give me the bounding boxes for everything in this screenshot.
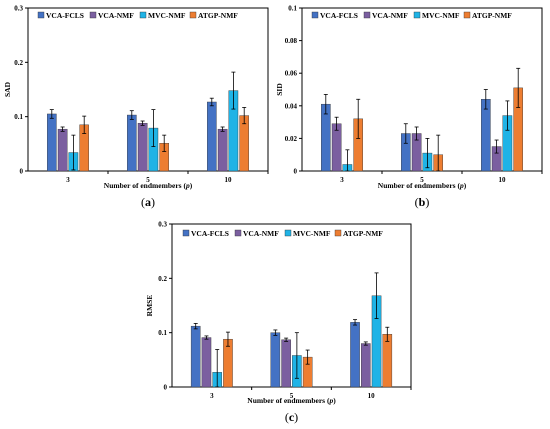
x-axis-label: Number of endmembers (p) — [104, 181, 193, 190]
y-axis-label: SAD — [3, 81, 12, 97]
y-tick-label: 0.2 — [158, 275, 167, 283]
legend-swatch — [37, 11, 45, 19]
x-tick-label: 3 — [210, 392, 214, 400]
y-tick-label: 0.3 — [158, 221, 167, 229]
y-tick-label: 0 — [20, 168, 24, 176]
legend-swatch — [284, 229, 292, 237]
legend-label: ATGP-NMF — [343, 229, 383, 238]
panel-label: (b) — [415, 195, 430, 209]
bar-vca-nmf — [201, 337, 212, 388]
legend-label: MVC-NMF — [293, 229, 331, 238]
y-tick-label: 0.06 — [285, 70, 298, 78]
legend-swatch — [413, 11, 421, 19]
legend-swatch — [182, 229, 190, 237]
y-tick-label: 0.02 — [285, 135, 298, 143]
bar-vca-fcls — [126, 114, 137, 172]
legend-label: VCA-NMF — [243, 229, 279, 238]
y-tick-label: 0.08 — [285, 37, 298, 45]
legend-label: VCA-FCLS — [320, 11, 358, 20]
plot-frame — [301, 7, 543, 172]
y-tick-label: 0.1 — [288, 5, 297, 13]
panel-label: (a) — [141, 195, 155, 209]
bar-vca-nmf — [361, 343, 371, 388]
bar-vca-fcls — [190, 325, 201, 388]
y-tick-label: 0.1 — [158, 329, 167, 337]
y-axis-label: RMSE — [145, 295, 154, 317]
y-tick-label: 0.1 — [14, 113, 23, 121]
x-tick-label: 5 — [146, 176, 150, 184]
legend-swatch — [311, 11, 319, 19]
x-tick-label: 10 — [368, 392, 376, 400]
legend-swatch — [89, 11, 97, 19]
bar-vca-fcls — [270, 332, 281, 388]
legend-label: VCA-FCLS — [191, 229, 229, 238]
legend-swatch — [189, 11, 197, 19]
x-tick-label: 3 — [66, 176, 70, 184]
legend-label: VCA-NMF — [98, 11, 134, 20]
x-axis-label: Number of endmembers (p) — [247, 396, 336, 405]
bar-vca-fcls — [481, 99, 491, 172]
panel-label: (c) — [285, 410, 298, 424]
bar-vca-nmf — [331, 123, 342, 172]
x-tick-label: 3 — [340, 176, 344, 184]
chart-panel-1: 0 0.1 0.2 0.3 SAD 3 5 10 VCA-FCLS VCA-NMF MVC-NMF A… — [3, 5, 269, 209]
legend-swatch — [363, 11, 371, 19]
legend-label: MVC-NMF — [148, 11, 186, 20]
y-tick-label: 0.04 — [285, 102, 298, 110]
legend-label: ATGP-NMF — [472, 11, 512, 20]
x-tick-label: 10 — [225, 176, 233, 184]
chart-panel-3: 0 0.1 0.2 0.3 RMSE 3 5 10 VCA-FCLS VCA-NMF MVC-NMF… — [145, 221, 412, 424]
plot-frame — [171, 223, 412, 388]
legend-label: VCA-NMF — [372, 11, 408, 20]
legend-label: VCA-FCLS — [46, 11, 84, 20]
y-tick-label: 0 — [294, 168, 298, 176]
legend-swatch — [234, 229, 242, 237]
x-tick-label: 5 — [290, 392, 294, 400]
x-tick-label: 5 — [420, 176, 424, 184]
y-tick-label: 0.2 — [14, 59, 23, 67]
legend-label: MVC-NMF — [422, 11, 460, 20]
bar-vca-nmf — [281, 339, 291, 388]
bar-vca-nmf — [57, 128, 68, 172]
chart-panel-2: 0 0.02 0.04 0.06 0.08 0.1 SID 3 5 10 VCA-FCLS VCA-N… — [275, 5, 543, 209]
legend-swatch — [334, 229, 342, 237]
bar-vca-fcls — [350, 322, 360, 388]
y-axis-label: SID — [275, 83, 284, 96]
y-tick-label: 0.3 — [14, 5, 23, 13]
bar-atgp-nmf — [382, 334, 393, 388]
x-tick-label: 10 — [499, 176, 507, 184]
bar-vca-nmf — [137, 122, 148, 172]
x-axis-label: Number of endmembers (p) — [378, 181, 467, 190]
legend-label: ATGP-NMF — [198, 11, 238, 20]
bar-vca-fcls — [47, 113, 57, 172]
bar-vca-fcls — [206, 101, 217, 172]
bar-vca-nmf — [217, 128, 228, 172]
plot-frame — [27, 7, 269, 172]
legend-swatch — [463, 11, 471, 19]
legend-swatch — [139, 11, 147, 19]
y-tick-label: 0 — [164, 384, 168, 392]
